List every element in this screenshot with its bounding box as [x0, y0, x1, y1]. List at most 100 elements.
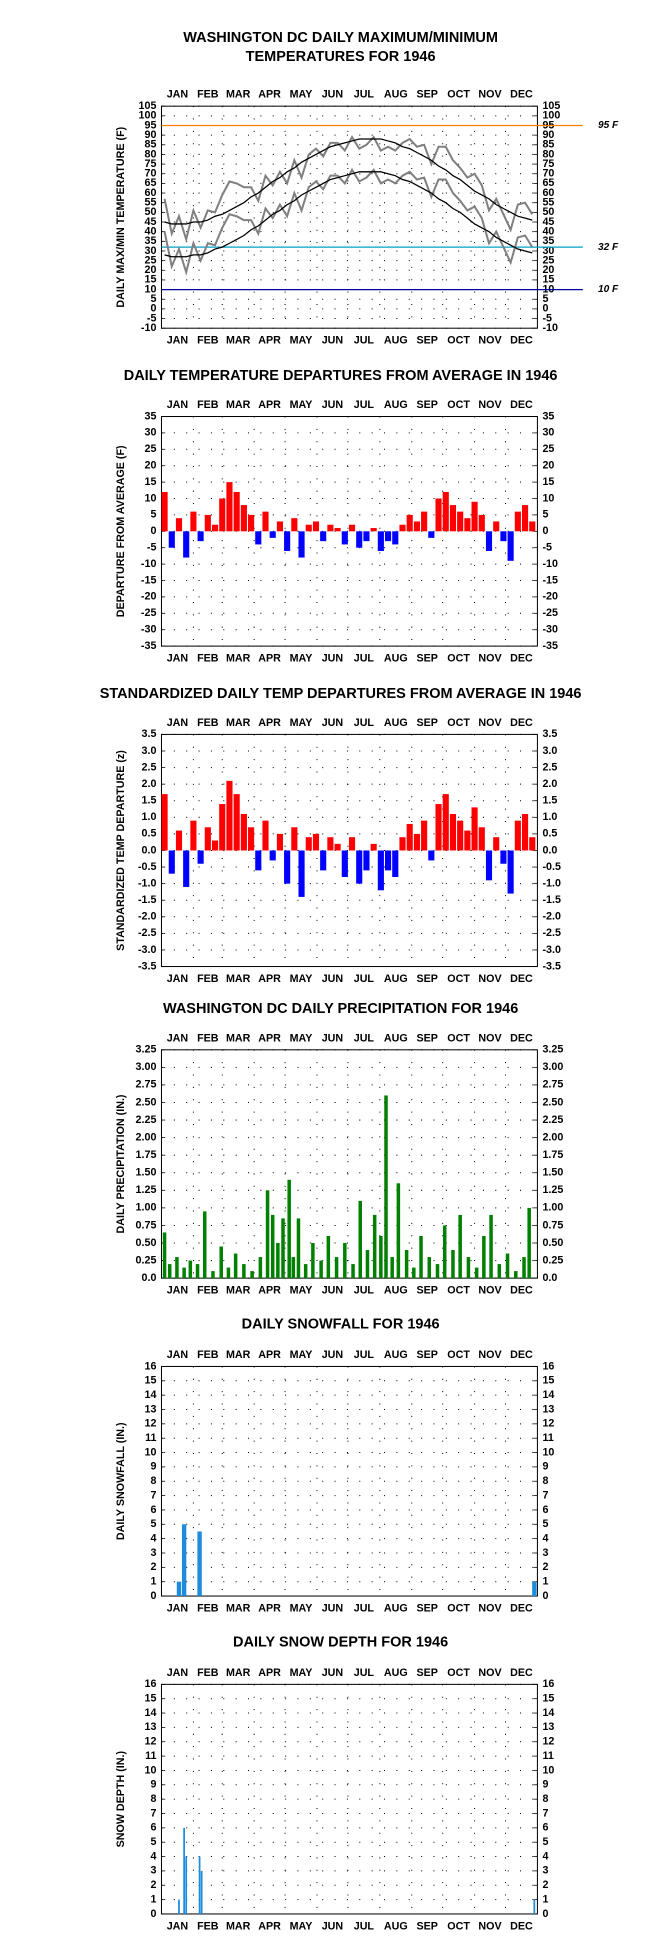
- y-tick-label: 1.00: [136, 1202, 157, 1214]
- bar: [168, 531, 175, 548]
- month-label-top: MAR: [226, 399, 251, 411]
- y-tick-label: 15: [144, 476, 156, 488]
- bar: [161, 794, 168, 851]
- y-tick-label: 14: [144, 1707, 156, 1719]
- month-label-top: JAN: [167, 717, 189, 729]
- month-label-bottom: JUN: [322, 1602, 344, 1614]
- plot-frame: [160, 733, 538, 968]
- month-label-bottom: MAR: [226, 973, 251, 985]
- y-tick-label-right: 1: [542, 1576, 548, 1588]
- bar: [334, 1257, 339, 1279]
- month-label-top: SEP: [416, 1032, 437, 1044]
- month-label-top: JAN: [167, 1349, 189, 1361]
- month-label-bottom: SEP: [416, 973, 437, 985]
- y-axis-label: SNOW DEPTH (IN.): [115, 1750, 127, 1847]
- bar: [351, 1264, 355, 1279]
- y-tick-label: -1.5: [138, 894, 157, 906]
- month-label-top: SEP: [416, 89, 437, 101]
- y-tick-label-right: 85: [542, 139, 554, 151]
- month-label-top: FEB: [197, 399, 219, 411]
- y-tick-label-right: 8: [542, 1475, 548, 1487]
- bar: [183, 531, 190, 558]
- bar: [197, 531, 204, 542]
- month-label-bottom: FEB: [197, 1285, 219, 1297]
- bar: [198, 1856, 201, 1914]
- bar: [514, 1271, 518, 1279]
- month-label-bottom: APR: [258, 1285, 281, 1297]
- y-tick-label: -10: [141, 558, 157, 570]
- y-tick-label: 50: [144, 206, 156, 218]
- bar: [533, 1899, 536, 1914]
- y-tick-label-right: 1.00: [542, 1202, 563, 1214]
- plot-frame: [160, 1049, 538, 1279]
- y-tick-label-right: 45: [542, 216, 554, 228]
- y-tick-label-right: 15: [542, 476, 554, 488]
- bar: [529, 521, 536, 532]
- bar: [276, 1243, 280, 1279]
- bar: [532, 1581, 537, 1597]
- bar: [281, 1218, 285, 1279]
- bar: [365, 1250, 370, 1279]
- y-tick-label-right: 15: [542, 1375, 554, 1387]
- month-label-bottom: OCT: [447, 1602, 470, 1614]
- bar: [521, 505, 529, 532]
- bar: [291, 1257, 296, 1279]
- y-tick-label-right: -0.5: [542, 861, 561, 873]
- month-label-top: JAN: [167, 1667, 189, 1679]
- bar: [384, 1095, 388, 1279]
- y-tick-label-right: 10: [542, 1446, 554, 1458]
- month-label-bottom: JUL: [354, 653, 375, 665]
- temperature-line: [163, 167, 534, 276]
- month-label-bottom: MAR: [226, 335, 251, 347]
- month-label-top: FEB: [197, 1349, 219, 1361]
- month-label-top: OCT: [447, 717, 470, 729]
- bar: [399, 524, 406, 532]
- bar: [412, 1267, 416, 1279]
- bar: [182, 1267, 186, 1279]
- y-tick-label: 25: [144, 443, 156, 455]
- y-tick-label: 55: [144, 197, 156, 209]
- y-tick-label-right: 15: [542, 274, 554, 286]
- month-label-bottom: OCT: [447, 335, 470, 347]
- y-tick-label: 10: [144, 492, 156, 504]
- y-tick-label: 1: [150, 1576, 156, 1588]
- month-label-top: SEP: [416, 399, 437, 411]
- temperature-line: [163, 135, 534, 244]
- y-tick-label: -20: [141, 591, 157, 603]
- y-tick-label: -30: [141, 624, 157, 636]
- y-tick-label: 65: [144, 177, 156, 189]
- plot-frame: [160, 105, 538, 329]
- y-tick-label: 2.0: [142, 778, 157, 790]
- month-label-bottom: JUL: [354, 1920, 375, 1932]
- y-tick-label-right: 3.0: [542, 745, 557, 757]
- y-tick-label: 30: [144, 245, 156, 257]
- y-tick-label: 0.75: [136, 1219, 157, 1231]
- y-tick-label: 13: [144, 1403, 156, 1415]
- bar: [178, 1899, 180, 1914]
- bar: [379, 1235, 383, 1279]
- y-tick-label-right: 2: [542, 1561, 548, 1573]
- month-label-top: JUN: [322, 399, 344, 411]
- bar: [219, 498, 226, 532]
- y-tick-label-right: 12: [542, 1418, 554, 1430]
- month-label-top: JAN: [167, 399, 189, 411]
- bar: [341, 850, 348, 878]
- y-tick-label: 14: [144, 1389, 156, 1401]
- month-label-bottom: MAY: [290, 653, 313, 665]
- bar: [348, 837, 356, 851]
- month-label-bottom: JUL: [354, 335, 375, 347]
- y-tick-label: 12: [144, 1736, 156, 1748]
- month-label-bottom: NOV: [478, 1285, 502, 1297]
- month-label-bottom: AUG: [384, 1602, 408, 1614]
- bar: [348, 524, 356, 532]
- month-label-top: FEB: [197, 89, 219, 101]
- bar: [427, 1257, 432, 1279]
- month-label-top: DEC: [510, 399, 533, 411]
- month-label-bottom: SEP: [416, 1920, 437, 1932]
- y-tick-label: 3.00: [136, 1061, 157, 1073]
- y-tick-label: 45: [144, 216, 156, 228]
- bar: [413, 833, 420, 851]
- y-tick-label: 2.00: [136, 1131, 157, 1143]
- y-tick-label: 85: [144, 139, 156, 151]
- y-tick-label: 0.0: [142, 844, 157, 856]
